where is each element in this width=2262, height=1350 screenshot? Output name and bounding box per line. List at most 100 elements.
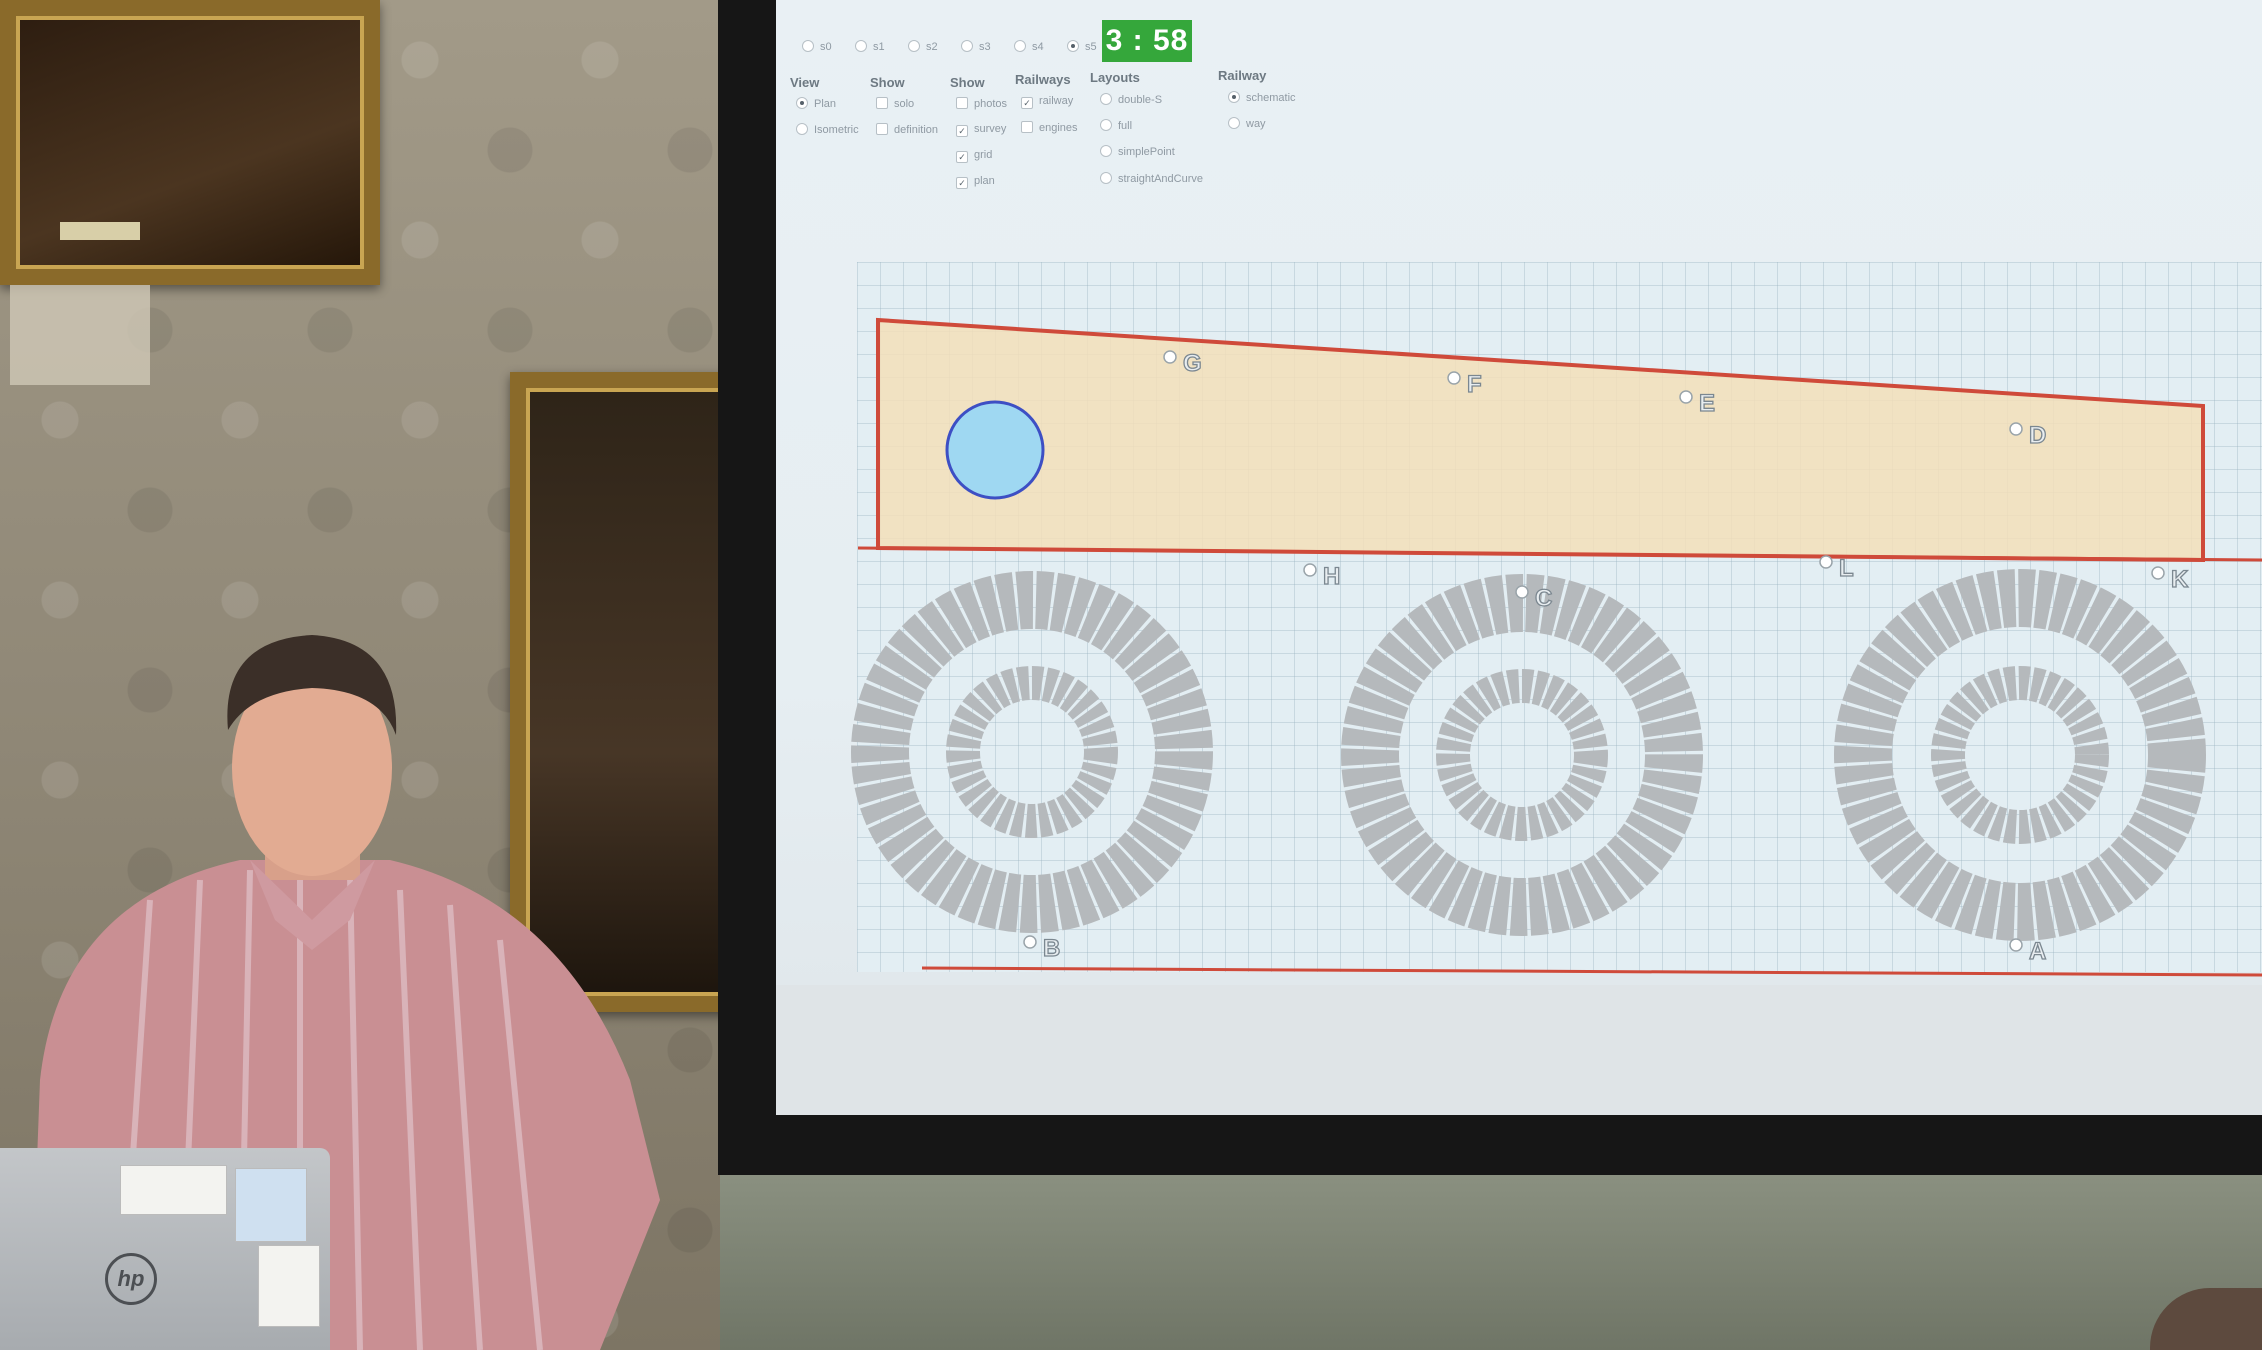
- laptop-sticker: [120, 1165, 227, 1215]
- option-label: schematic: [1246, 92, 1296, 104]
- view-group-title: View: [790, 75, 820, 90]
- option-label: photos: [974, 98, 1008, 110]
- show-option-grid[interactable]: ✓ grid: [956, 149, 992, 163]
- radio-icon: [1014, 40, 1026, 52]
- radio-icon: [796, 97, 808, 109]
- checkbox-checked-icon: ✓: [956, 177, 968, 189]
- point-a[interactable]: A: [2009, 937, 2047, 966]
- view-option-plan[interactable]: Plan: [796, 97, 836, 110]
- railway-option-schematic[interactable]: schematic: [1228, 91, 1296, 104]
- slide-radio-s2[interactable]: s2: [908, 40, 938, 53]
- view-option-isometric[interactable]: Isometric: [796, 123, 859, 136]
- point-h[interactable]: H: [1303, 562, 1341, 591]
- checkbox-icon: [1021, 121, 1033, 133]
- option-label: plan: [974, 175, 995, 187]
- station-plan-area: [876, 317, 2205, 563]
- radio-icon: [1100, 93, 1112, 105]
- radio-icon: [802, 40, 814, 52]
- laptop-sticker: [258, 1245, 320, 1327]
- radio-icon: [1228, 117, 1240, 129]
- countdown-timer: 3 : 58: [1102, 20, 1192, 62]
- radio-icon: [1100, 119, 1112, 131]
- painting-nameplate: [60, 222, 140, 240]
- option-label: Isometric: [814, 124, 859, 136]
- shirt-stripes: [117, 869, 543, 1350]
- checkbox-icon: [876, 97, 888, 109]
- radio-icon: [796, 123, 808, 135]
- show-option-plan[interactable]: ✓ plan: [956, 175, 995, 189]
- layout-option-simplepoint[interactable]: simplePoint: [1100, 145, 1175, 158]
- point-e[interactable]: E: [1679, 389, 1716, 418]
- point-c[interactable]: C: [1515, 584, 1553, 613]
- slide-radio-s0[interactable]: s0: [802, 40, 832, 53]
- show-group-title: Show: [870, 75, 905, 90]
- option-label: straightAndCurve: [1118, 173, 1203, 185]
- laptop-brand-logo: hp: [105, 1253, 157, 1305]
- slide-label: s4: [1032, 41, 1044, 53]
- show-option-definition[interactable]: definition: [876, 123, 938, 136]
- svg-text:K: K: [2171, 566, 2189, 593]
- layout-option-straightandcurve[interactable]: straightAndCurve: [1100, 172, 1203, 185]
- checkbox-icon: [876, 123, 888, 135]
- turntable-left: [851, 571, 1213, 933]
- railways-group-title: Railways: [1015, 72, 1071, 87]
- option-label: grid: [974, 149, 993, 161]
- slide-radio-s5[interactable]: s5: [1067, 40, 1097, 53]
- radio-icon: [1100, 145, 1112, 157]
- radio-icon: [1228, 91, 1240, 103]
- screen-lower-margin: [776, 985, 2262, 1115]
- presenter-collar: [250, 860, 375, 950]
- slide-label: s3: [979, 41, 991, 53]
- svg-text:D: D: [2029, 422, 2046, 449]
- radio-icon: [855, 40, 867, 52]
- point-d[interactable]: D: [2009, 421, 2047, 450]
- show-option-photos[interactable]: photos: [956, 97, 1007, 110]
- option-label: simplePoint: [1118, 146, 1175, 158]
- plan-bottom-edge: [921, 966, 2262, 977]
- railway-option-way[interactable]: way: [1228, 117, 1266, 130]
- svg-text:H: H: [1323, 563, 1340, 590]
- checkbox-checked-icon: ✓: [956, 151, 968, 163]
- turntable-center: [1341, 574, 1703, 936]
- radio-icon: [1100, 172, 1112, 184]
- checkbox-icon: [956, 97, 968, 109]
- svg-text:E: E: [1699, 390, 1715, 417]
- slide-label: s2: [926, 41, 938, 53]
- svg-text:G: G: [1183, 350, 1202, 377]
- radio-icon: [908, 40, 920, 52]
- slide-label: s1: [873, 41, 885, 53]
- slide-radio-s1[interactable]: s1: [855, 40, 885, 53]
- svg-text:L: L: [1839, 555, 1854, 582]
- option-label: Plan: [814, 98, 837, 110]
- slide-label: s0: [820, 41, 832, 53]
- option-label: definition: [894, 124, 939, 136]
- point-g[interactable]: G: [1163, 349, 1202, 378]
- point-b[interactable]: B: [1023, 934, 1061, 963]
- checkbox-checked-icon: ✓: [956, 125, 968, 137]
- railways-option-railway[interactable]: ✓ railway: [1021, 95, 1073, 109]
- wall-dado-panel: [720, 1175, 2262, 1350]
- slide-label: s5: [1085, 41, 1097, 53]
- svg-text:F: F: [1467, 371, 1482, 398]
- presenter-face: [232, 660, 392, 876]
- framed-painting: [510, 372, 740, 1012]
- show-option-solo[interactable]: solo: [876, 97, 914, 110]
- point-k[interactable]: K: [2151, 565, 2190, 594]
- layouts-group-title: Layouts: [1090, 70, 1140, 85]
- slide-radio-s4[interactable]: s4: [1014, 40, 1044, 53]
- point-l[interactable]: L: [1819, 554, 1854, 583]
- layout-option-full[interactable]: full: [1100, 119, 1132, 132]
- option-label: railway: [1039, 95, 1074, 107]
- locomotive-marker[interactable]: [945, 400, 1045, 500]
- slide-radio-s3[interactable]: s3: [961, 40, 991, 53]
- radio-icon: [961, 40, 973, 52]
- option-label: survey: [974, 123, 1007, 135]
- option-label: full: [1118, 120, 1133, 132]
- point-f[interactable]: F: [1447, 370, 1482, 399]
- show-option-survey[interactable]: ✓ survey: [956, 123, 1006, 137]
- option-label: engines: [1039, 122, 1078, 134]
- layout-option-double-s[interactable]: double-S: [1100, 93, 1162, 106]
- wall-info-card: [10, 285, 150, 385]
- railways-option-engines[interactable]: engines: [1021, 121, 1078, 134]
- railway-group-title: Railway: [1218, 68, 1267, 83]
